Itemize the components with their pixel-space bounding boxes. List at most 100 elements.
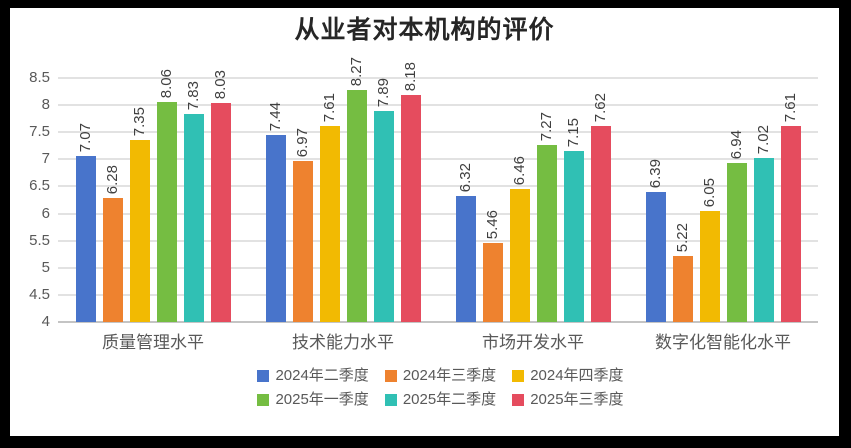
gridline <box>58 213 818 215</box>
gridline <box>58 158 818 160</box>
bar <box>780 126 801 322</box>
bar-value-label: 6.28 <box>103 164 121 194</box>
x-axis-category-label: 质量管理水平 <box>102 333 204 352</box>
bar <box>156 102 177 322</box>
bar <box>509 189 530 322</box>
bar <box>536 145 557 322</box>
bar-value-label: 7.27 <box>537 111 555 141</box>
bar-group: 7.07 6.28 7.35 8.06 7.83 8.03 <box>58 69 248 322</box>
bar-value-label: 7.44 <box>266 101 284 131</box>
legend-label: 2025年二季度 <box>402 391 497 408</box>
legend-row: 2024年二季度 2024年三季度 2024年四季度 <box>257 366 624 385</box>
legend-item: 2024年四季度 <box>512 366 624 385</box>
bar-value-label: 8.03 <box>211 69 229 99</box>
gridline <box>58 185 818 187</box>
legend-swatch <box>257 369 270 382</box>
bar-value-label: 8.27 <box>347 56 365 86</box>
bar <box>699 211 720 322</box>
bar <box>75 156 96 322</box>
bar-value-label: 7.61 <box>781 92 799 122</box>
bar-group: 7.44 6.97 7.61 8.27 7.89 8.18 <box>248 57 438 322</box>
bar <box>563 151 584 322</box>
bar-value-label: 7.62 <box>591 92 609 122</box>
bar <box>455 196 476 322</box>
y-axis: 8.5 8 7.5 7 6.5 6 5.5 5 4.5 4 <box>10 8 54 436</box>
legend-swatch <box>384 393 397 406</box>
legend: 2024年二季度 2024年三季度 2024年四季度 2025年一季度 2025年二季度… <box>10 366 839 409</box>
axis-baseline <box>58 321 818 323</box>
bar <box>102 198 123 322</box>
bar-group: 6.32 5.46 6.46 7.27 7.15 7.62 <box>438 78 628 322</box>
bar-value-label: 6.46 <box>510 155 528 185</box>
bar <box>373 111 394 322</box>
bar-value-label: 6.39 <box>646 158 664 188</box>
bar <box>210 103 231 322</box>
bar <box>265 135 286 322</box>
gridline <box>58 131 818 133</box>
legend-label: 2024年二季度 <box>275 367 369 384</box>
legend-label: 2025年一季度 <box>275 391 369 408</box>
plot-area: 7.07 6.28 7.35 8.06 7.83 8.03 7.44 6.97 7.61 8.27… <box>58 57 818 323</box>
y-axis-tick-label: 7.5 <box>29 123 50 140</box>
y-axis-tick-label: 6.5 <box>29 177 50 194</box>
bar <box>292 161 313 322</box>
chart-canvas: 从业者对本机构的评价 8.5 8 7.5 7 6.5 6 5.5 5 4.5 4 7.07 6.28… <box>10 8 839 436</box>
bar-group: 6.39 5.22 6.05 6.94 7.02 7.61 <box>628 78 818 322</box>
legend-item: 2025年三季度 <box>512 390 624 409</box>
legend-swatch <box>384 369 397 382</box>
bar-value-label: 5.46 <box>483 209 501 239</box>
y-axis-tick-label: 8.5 <box>29 69 50 86</box>
bar <box>319 126 340 322</box>
bar-value-label: 6.94 <box>727 129 745 159</box>
legend-item: 2024年二季度 <box>257 366 369 385</box>
bar-value-label: 7.02 <box>754 124 772 154</box>
legend-label: 2025年三季度 <box>530 391 624 408</box>
y-axis-tick-label: 7 <box>41 150 50 167</box>
bar-value-label: 7.35 <box>130 106 148 136</box>
y-axis-tick-label: 5.5 <box>29 232 50 249</box>
legend-item: 2025年二季度 <box>384 390 497 409</box>
gridline <box>58 240 818 242</box>
bar-value-label: 5.22 <box>673 222 691 252</box>
y-axis-tick-label: 5 <box>41 259 50 276</box>
gridline <box>58 294 818 296</box>
legend-label: 2024年四季度 <box>530 367 624 384</box>
y-axis-tick-label: 6 <box>41 205 50 222</box>
bar-value-label: 7.83 <box>184 80 202 110</box>
bar <box>129 140 150 322</box>
bar-value-label: 8.18 <box>401 61 419 91</box>
x-axis-category-label: 数字化智能化水平 <box>655 333 791 352</box>
legend-label: 2024年三季度 <box>402 367 497 384</box>
chart-title: 从业者对本机构的评价 <box>294 17 555 44</box>
x-axis-category-label: 市场开发水平 <box>482 333 584 352</box>
bar-value-label: 7.89 <box>374 77 392 107</box>
bar-value-label: 7.15 <box>564 117 582 147</box>
legend-swatch <box>512 393 525 406</box>
x-axis-category-label: 技术能力水平 <box>292 333 394 352</box>
bar <box>400 95 421 322</box>
bar-value-label: 6.97 <box>293 127 311 157</box>
bar <box>183 114 204 322</box>
bar-value-label: 7.07 <box>76 122 94 152</box>
bar <box>726 163 747 322</box>
legend-item: 2024年三季度 <box>384 366 497 385</box>
bar-value-label: 7.61 <box>320 92 338 122</box>
gridline <box>58 104 818 106</box>
x-axis: 质量管理水平 技术能力水平 市场开发水平 数字化智能化水平 <box>58 328 818 353</box>
legend-row: 2025年一季度 2025年二季度 2025年三季度 <box>257 390 624 409</box>
bar <box>672 256 693 322</box>
y-axis-tick-label: 4 <box>41 313 50 330</box>
gridline <box>58 267 818 269</box>
legend-swatch <box>257 393 270 406</box>
bar-value-label: 6.05 <box>700 177 718 207</box>
y-axis-tick-label: 4.5 <box>29 286 50 303</box>
legend-item: 2025年一季度 <box>257 390 369 409</box>
gridline <box>58 77 818 79</box>
bar <box>482 243 503 322</box>
bar <box>590 126 611 322</box>
bar-value-label: 6.32 <box>456 162 474 192</box>
bar <box>753 158 774 322</box>
bar <box>645 192 666 322</box>
legend-swatch <box>512 369 525 382</box>
